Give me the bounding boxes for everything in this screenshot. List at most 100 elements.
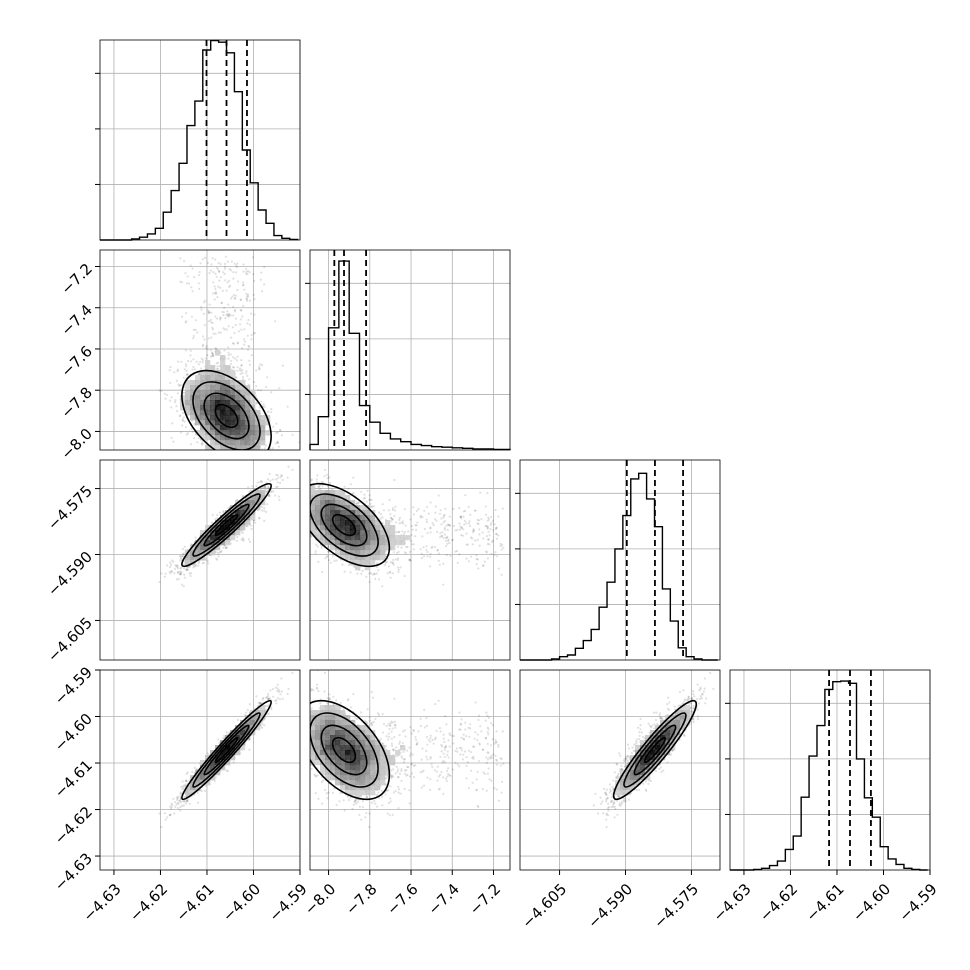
sample-point [236,535,239,539]
sample-point [219,263,222,266]
sample-point [236,342,239,345]
density-cell [245,395,251,401]
sample-point [174,399,177,402]
density-cell [200,545,206,551]
sample-point [236,366,239,369]
sample-point [267,470,269,472]
sample-point [181,419,184,422]
sample-point [196,331,199,334]
sample-point [228,313,231,316]
sample-point [217,361,220,364]
sample-point [408,559,411,562]
sample-point [389,571,392,574]
sample-point [327,550,330,553]
sample-point [192,328,195,331]
sample-point [221,289,224,292]
sample-point [252,273,255,276]
sample-point [184,321,187,324]
sample-point [214,292,217,295]
sample-point [258,468,260,470]
sample-point [258,517,261,520]
density-cell [240,445,246,450]
sample-point [229,542,232,545]
sample-point [248,363,252,366]
sample-point [185,569,188,572]
sample-point [331,554,334,558]
density-cell [250,515,256,521]
sample-point [240,309,243,312]
sample-point [355,502,358,505]
density-cell [220,430,226,436]
sample-point [227,450,229,452]
density-cell [190,390,196,396]
density-cell [210,400,216,406]
sample-point [198,560,201,563]
sample-point [246,334,249,337]
sample-point [252,293,255,296]
sample-point [214,315,217,318]
sample-point [315,543,318,546]
sample-point [301,551,303,553]
sample-point [266,478,270,481]
sample-point [266,469,268,471]
sample-point [189,443,192,446]
sample-point [275,422,278,425]
sample-point [315,478,318,481]
density-cell [215,535,221,541]
panel-2-0: −4.605−4.590−4.575 [44,459,301,666]
sample-point [281,507,283,509]
sample-point [254,402,257,405]
sample-point [389,576,392,579]
density-cell [200,370,206,376]
sample-point [341,563,344,566]
sample-point [243,328,246,331]
sample-point [302,514,304,516]
sample-point [239,471,241,473]
sample-point [329,561,333,564]
sample-point [266,503,269,506]
sample-point [240,364,243,367]
sample-point [242,284,245,287]
ytick-label-2-0: −4.605 [44,614,96,666]
density-cell [205,400,211,406]
density-cell [195,540,201,546]
sample-point [253,313,256,316]
sample-point [323,475,326,478]
density-cell [210,370,216,376]
sample-point [329,481,332,484]
sample-point [224,317,227,320]
density-cell [250,420,256,426]
sample-point [181,424,184,427]
sample-point [207,562,210,565]
sample-point [265,490,268,493]
sample-point [164,397,167,400]
sample-point [186,432,190,435]
sample-point [247,465,249,467]
sample-point [212,332,215,335]
sample-point [190,315,193,318]
sample-point [184,363,187,366]
density-cell [210,390,216,396]
sample-point [245,295,249,298]
density-cell [220,420,226,426]
sample-point [170,406,173,409]
sample-point [257,453,259,455]
sample-point [181,555,184,558]
sample-point [289,520,291,522]
density-cell [200,535,206,541]
sample-point [183,573,186,576]
sample-point [254,331,257,335]
sample-point [263,509,266,512]
density-cell [225,410,231,416]
sample-point [268,472,271,475]
density-cell [260,500,266,506]
sample-point [223,272,226,276]
sample-point [300,537,302,539]
sample-point [306,496,308,498]
density-cell [220,390,226,396]
sample-point [352,565,355,568]
density-cell [215,350,221,356]
density-cell [250,495,256,501]
density-cell [250,440,256,446]
density-cell [240,430,246,436]
